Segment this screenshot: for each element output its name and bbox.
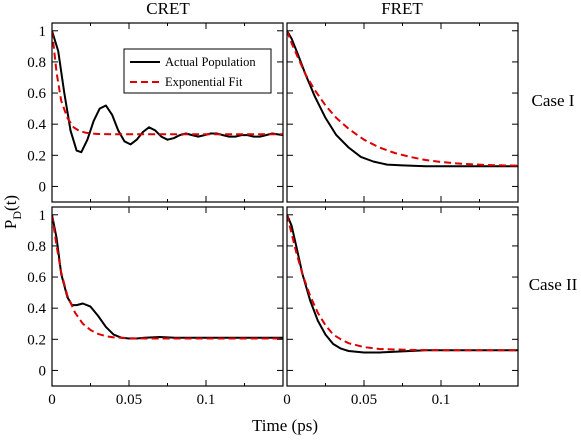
y-axis-label: PD(t) [1,195,24,229]
series-actual-fret-case2 [287,214,518,354]
y-tick-label-cret-case1-3: 0.6 [27,86,46,102]
x-tick-label-cret-case2-2: 0.1 [197,392,216,408]
y-tick-label-cret-case2-2: 0.4 [27,301,46,317]
panel-frame-fret-case2 [286,206,519,387]
y-tick-label-cret-case2-3: 0.6 [27,270,46,286]
svg-text:PD(t): PD(t) [1,195,24,229]
legend: Actual Population Exponential Fit [123,48,272,94]
series-fit-cret-case1 [52,30,283,136]
col-title-cret: CRET [146,0,190,18]
panel-fret-case1 [286,22,519,203]
row-title-case-2: Case II [529,275,578,294]
panel-fret-case2: 0 0.05 0.1 [283,206,519,408]
y-axis-label-sub: D [10,211,24,220]
series-fit-fret-case2 [287,214,518,352]
y-tick-label-cret-case1-5: 1 [39,24,47,40]
y-tick-label-cret-case1-4: 0.8 [27,55,46,71]
y-tick-label-cret-case2-0: 0 [39,363,47,379]
row-title-case-1: Case I [532,91,575,110]
panel-cret-case1: 0 0.2 0.4 0.6 0.8 1 [27,22,284,203]
panel-cret-case2: 0 0.2 0.4 0.6 0.8 1 0 0.05 0.1 [27,206,284,408]
panel-frame-fret-case1 [286,22,519,203]
legend-box [123,48,272,94]
series-fit-fret-case1 [287,30,518,167]
x-tick-label-fret-case2-0: 0 [283,392,291,408]
x-axis-label: Time (ps) [252,416,318,435]
y-tick-label-cret-case1-0: 0 [39,179,47,195]
series-actual-cret-case2 [52,214,283,340]
y-axis-label-main: P [1,220,20,229]
col-title-fret: FRET [381,0,423,18]
legend-label-actual: Actual Population [165,55,256,69]
x-tick-label-cret-case2-0: 0 [48,392,56,408]
y-axis-label-tail: (t) [1,195,20,211]
x-tick-label-fret-case2-2: 0.1 [432,392,451,408]
series-actual-fret-case1 [287,30,518,168]
panel-frame-cret-case2 [51,206,284,387]
series-actual-cret-case1 [52,30,283,154]
x-tick-label-fret-case2-1: 0.05 [351,392,377,408]
legend-label-fit: Exponential Fit [165,75,243,89]
y-tick-label-cret-case2-5: 1 [39,208,47,224]
y-tick-label-cret-case2-1: 0.2 [27,332,46,348]
y-tick-label-cret-case1-1: 0.2 [27,148,46,164]
panels-group: 0 0.2 0.4 0.6 0.8 1 0 0.2 0.4 0.6 0.8 1 0 0.05 0.1 0 0.0… [27,22,519,408]
series-fit-cret-case2 [52,214,283,340]
y-tick-label-cret-case2-4: 0.8 [27,239,46,255]
y-tick-label-cret-case1-2: 0.4 [27,117,46,133]
x-tick-label-cret-case2-1: 0.05 [116,392,142,408]
